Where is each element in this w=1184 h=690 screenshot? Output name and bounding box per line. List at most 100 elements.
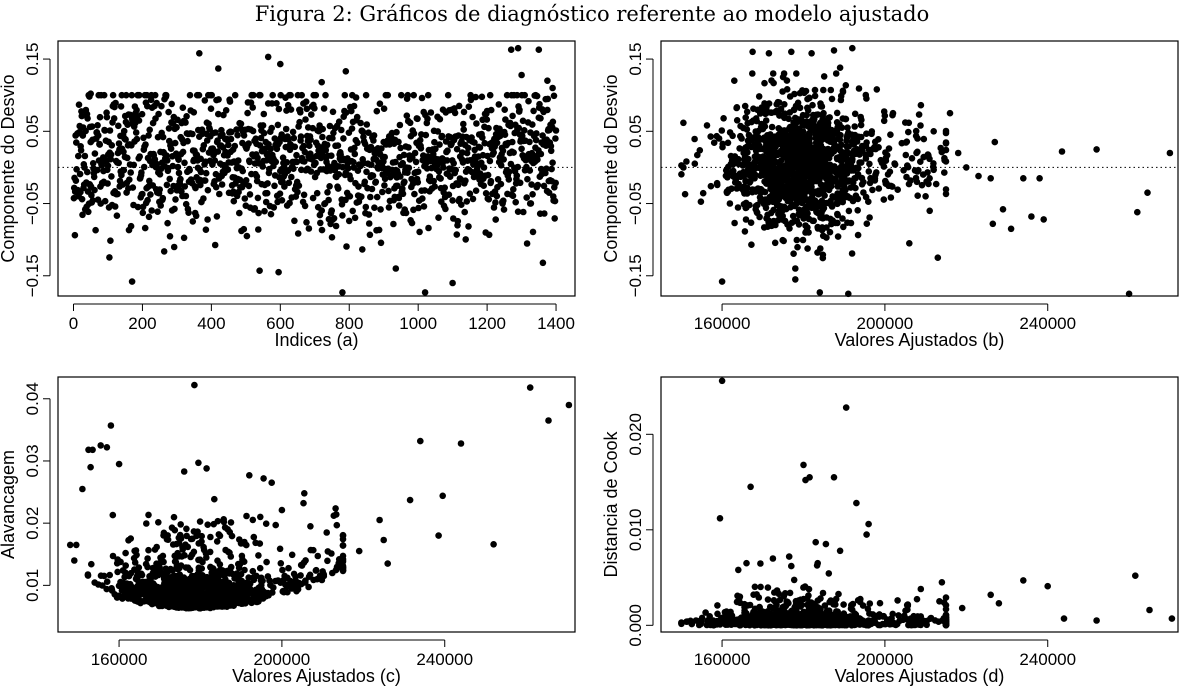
data-point: [88, 560, 95, 568]
data-point: [89, 160, 97, 167]
data-point: [160, 248, 168, 255]
data-point: [302, 557, 309, 564]
data-point: [302, 579, 309, 586]
data-point: [402, 209, 410, 217]
y-axis-label: Componente do Desvio: [0, 74, 18, 262]
data-point: [224, 166, 232, 173]
data-point: [157, 601, 164, 609]
data-point: [724, 139, 732, 147]
data-point: [298, 91, 306, 99]
data-point: [204, 216, 211, 223]
data-point: [291, 217, 298, 225]
data-point: [458, 201, 465, 208]
data-point: [804, 104, 811, 112]
data-point: [124, 154, 131, 162]
data-point: [368, 185, 376, 193]
data-point: [146, 126, 153, 134]
data-point: [332, 505, 339, 512]
data-point: [363, 168, 370, 176]
data-point: [197, 168, 205, 176]
data-point: [752, 141, 759, 149]
data-point: [311, 105, 318, 112]
data-point: [302, 98, 310, 105]
data-point: [908, 155, 916, 162]
data-point: [328, 550, 335, 557]
data-point: [189, 218, 197, 225]
data-point: [408, 219, 416, 227]
data-point: [284, 167, 292, 175]
data-point: [307, 523, 314, 530]
data-point: [345, 217, 353, 225]
data-point: [174, 163, 182, 171]
data-point: [257, 513, 264, 521]
data-point: [166, 233, 174, 240]
data-point: [79, 211, 86, 219]
data-point: [263, 558, 270, 566]
data-point: [399, 185, 406, 192]
data-point: [410, 206, 417, 214]
data-point: [184, 594, 191, 601]
data-point: [938, 148, 946, 156]
y-tick-label: 0.05: [23, 115, 42, 148]
data-point: [455, 102, 463, 110]
data-point: [516, 179, 524, 187]
data-point: [786, 109, 794, 116]
data-point: [173, 124, 180, 131]
data-point: [277, 60, 284, 68]
data-point: [755, 93, 763, 100]
data-point: [762, 117, 770, 124]
data-point: [549, 84, 556, 92]
data-point: [249, 104, 256, 111]
data-point: [177, 521, 184, 528]
data-point: [129, 184, 137, 191]
data-point: [141, 224, 149, 232]
data-point: [200, 195, 207, 202]
data-point: [157, 202, 164, 209]
data-point: [145, 546, 152, 554]
data-point: [183, 525, 190, 533]
data-point: [234, 590, 242, 597]
data-point: [786, 225, 793, 232]
data-point: [312, 159, 319, 167]
x-tick-label: 600: [266, 314, 294, 333]
data-point: [779, 129, 786, 136]
data-point: [348, 125, 356, 132]
data-point: [294, 230, 302, 237]
data-point: [930, 128, 937, 135]
data-point: [215, 572, 222, 580]
data-point: [164, 532, 171, 539]
data-point: [934, 254, 942, 261]
data-point: [480, 182, 488, 189]
data-point: [894, 597, 901, 604]
data-point: [430, 150, 437, 158]
data-point: [390, 220, 397, 228]
data-point: [181, 552, 188, 559]
data-point: [293, 158, 301, 166]
data-point: [485, 124, 492, 132]
data-point: [534, 181, 542, 189]
data-point: [260, 475, 267, 482]
data-point: [963, 164, 970, 171]
data-point: [191, 381, 198, 389]
data-point: [340, 135, 347, 142]
data-point: [123, 594, 131, 601]
data-point: [813, 208, 820, 216]
data-point: [768, 138, 775, 145]
data-point: [421, 289, 429, 296]
data-point: [851, 123, 858, 130]
data-point: [866, 600, 874, 607]
data-point: [725, 186, 732, 194]
data-point: [215, 96, 222, 103]
data-point: [380, 536, 388, 544]
data-point: [110, 115, 118, 122]
x-tick-label: 160000: [694, 314, 751, 333]
data-point: [547, 147, 555, 155]
data-point: [805, 215, 813, 223]
data-point: [381, 175, 389, 183]
data-point: [451, 109, 459, 117]
data-point: [335, 171, 343, 178]
data-point: [444, 147, 451, 154]
data-point: [848, 162, 855, 170]
data-point: [525, 97, 532, 105]
y-tick-label: 0.15: [23, 43, 42, 76]
